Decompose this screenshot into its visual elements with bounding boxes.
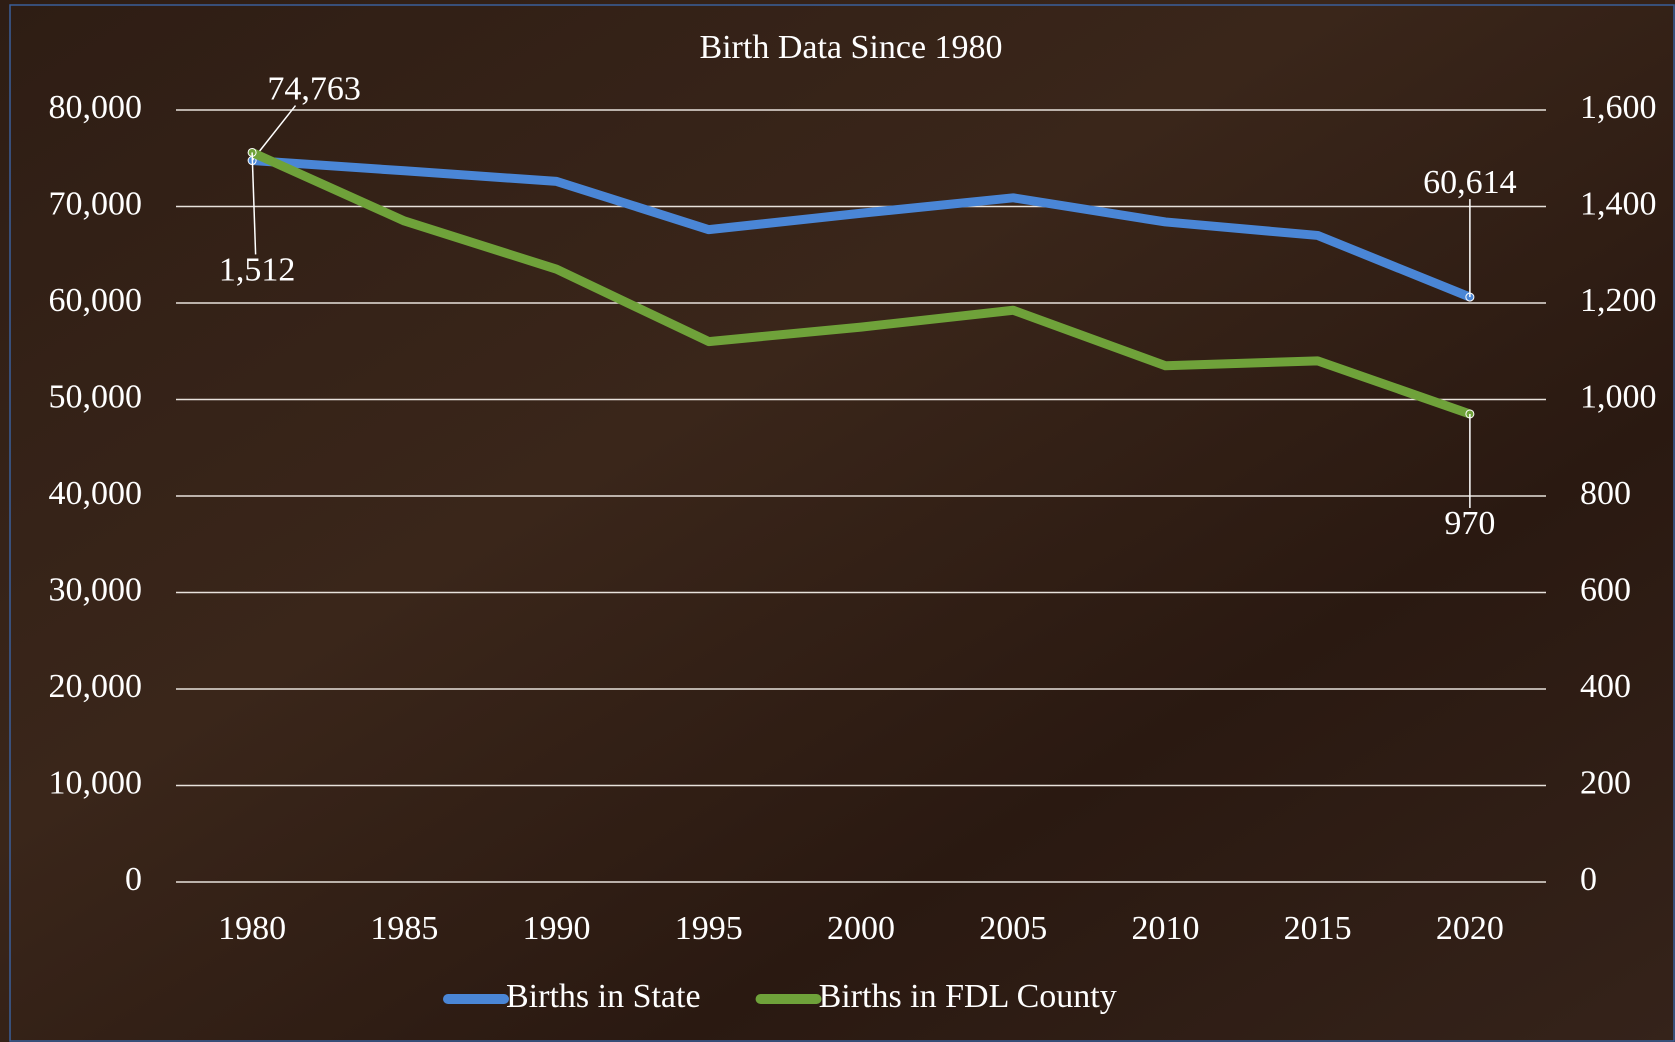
x-tick-label: 2020: [1436, 910, 1504, 947]
y-tick-label: 10,000: [49, 764, 143, 801]
y2-tick-label: 1,400: [1580, 185, 1657, 222]
y2-tick-label: 1,000: [1580, 378, 1657, 415]
legend-label: Births in FDL County: [819, 978, 1117, 1015]
x-tick-label: 2000: [827, 910, 895, 947]
y-tick-label: 80,000: [49, 89, 143, 126]
data-label: 1,512: [219, 251, 296, 288]
x-tick-label: 1985: [370, 910, 438, 947]
data-label: 970: [1444, 505, 1495, 542]
data-label: 74,763: [267, 70, 361, 107]
x-tick-label: 2010: [1131, 910, 1199, 947]
y-tick-label: 50,000: [49, 378, 143, 415]
x-tick-label: 1990: [523, 910, 591, 947]
y2-tick-label: 1,600: [1580, 89, 1657, 126]
x-tick-label: 2005: [979, 910, 1047, 947]
chart-title: Birth Data Since 1980: [699, 29, 1002, 66]
y-tick-label: 40,000: [49, 475, 143, 512]
legend-label: Births in State: [506, 978, 701, 1015]
y2-tick-label: 400: [1580, 668, 1631, 705]
x-tick-label: 2015: [1284, 910, 1352, 947]
data-label: 60,614: [1423, 164, 1517, 201]
y2-tick-label: 600: [1580, 571, 1631, 608]
y2-tick-label: 0: [1580, 861, 1597, 898]
frame: [9, 4, 1675, 1042]
leader-line: [251, 152, 257, 255]
x-tick-label: 1980: [218, 910, 286, 947]
y-tick-label: 70,000: [49, 185, 143, 222]
y2-tick-label: 800: [1580, 475, 1631, 512]
y-tick-label: 0: [125, 861, 142, 898]
y-tick-label: 30,000: [49, 571, 143, 608]
y-tick-label: 20,000: [49, 668, 143, 705]
y-tick-label: 60,000: [49, 282, 143, 319]
y2-tick-label: 200: [1580, 764, 1631, 801]
series-line: [250, 148, 1472, 419]
y2-tick-label: 1,200: [1580, 282, 1657, 319]
x-tick-label: 1995: [675, 910, 743, 947]
series-line: [251, 156, 1472, 302]
